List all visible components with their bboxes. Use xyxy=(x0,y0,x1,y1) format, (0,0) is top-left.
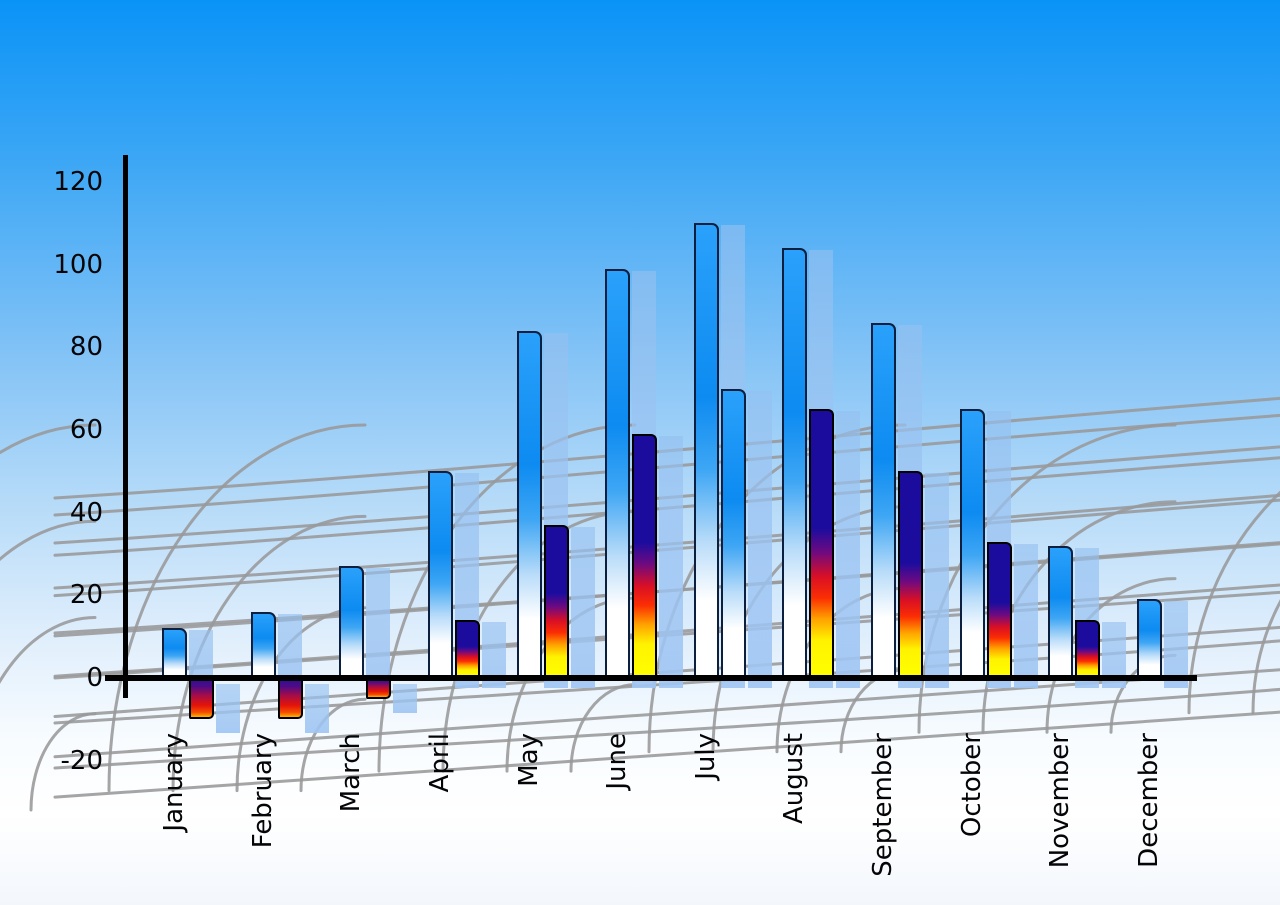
y-tick-20: 20 xyxy=(69,580,103,610)
bar-december-primary-shadow xyxy=(1164,601,1188,688)
bar-march-secondary-shadow xyxy=(393,684,417,713)
y-tick-100: 100 xyxy=(53,250,103,280)
x-label-january: January xyxy=(159,733,189,832)
x-label-december: December xyxy=(1134,733,1164,868)
bar-june-primary xyxy=(605,269,630,678)
x-label-june: June xyxy=(602,733,632,790)
bar-april-primary xyxy=(428,471,453,678)
bar-august-primary xyxy=(782,248,807,678)
bar-september-secondary xyxy=(898,471,923,678)
x-axis-baseline xyxy=(105,675,1197,681)
bar-june-secondary xyxy=(632,434,657,678)
x-label-may: May xyxy=(514,733,544,787)
bar-january-secondary-shadow xyxy=(216,684,240,733)
x-label-august: August xyxy=(779,733,809,824)
y-tick-120: 120 xyxy=(53,167,103,197)
bar-february-secondary xyxy=(278,678,303,719)
y-tick-40: 40 xyxy=(69,498,103,528)
y-tick-60: 60 xyxy=(69,415,103,445)
bar-september-secondary-shadow xyxy=(925,473,949,688)
x-label-february: February xyxy=(248,733,278,849)
bar-october-secondary-shadow xyxy=(1014,544,1038,688)
bar-february-primary xyxy=(251,612,276,678)
bar-july-secondary xyxy=(721,389,746,678)
x-label-october: October xyxy=(957,733,987,838)
y-tick--20: -20 xyxy=(60,746,103,776)
bar-july-secondary-shadow xyxy=(748,391,772,688)
bar-may-secondary xyxy=(544,525,569,678)
bar-november-secondary xyxy=(1075,620,1100,678)
x-label-september: September xyxy=(868,733,898,877)
bar-january-secondary xyxy=(189,678,214,719)
x-label-november: November xyxy=(1045,733,1075,869)
bar-january-primary xyxy=(162,628,187,678)
bar-august-secondary xyxy=(809,409,834,678)
bar-september-primary xyxy=(871,323,896,678)
bar-june-secondary-shadow xyxy=(659,436,683,688)
bar-december-primary xyxy=(1137,599,1162,678)
y-axis-line xyxy=(123,155,128,698)
bar-march-secondary xyxy=(366,678,391,699)
bar-may-secondary-shadow xyxy=(571,527,595,688)
bar-july-primary xyxy=(694,223,719,678)
x-label-march: March xyxy=(336,733,366,813)
bar-may-primary xyxy=(517,331,542,678)
x-label-july: July xyxy=(691,733,721,780)
bar-october-primary xyxy=(960,409,985,678)
x-label-april: April xyxy=(425,733,455,793)
bar-march-primary xyxy=(339,566,364,678)
bar-october-secondary xyxy=(987,542,1012,678)
y-tick-0: 0 xyxy=(86,663,103,693)
bar-november-primary xyxy=(1048,546,1073,678)
bar-february-secondary-shadow xyxy=(305,684,329,733)
bar-august-secondary-shadow xyxy=(836,411,860,688)
bar-march-primary-shadow xyxy=(366,568,390,688)
y-tick-80: 80 xyxy=(69,332,103,362)
bar-april-secondary xyxy=(455,620,480,678)
